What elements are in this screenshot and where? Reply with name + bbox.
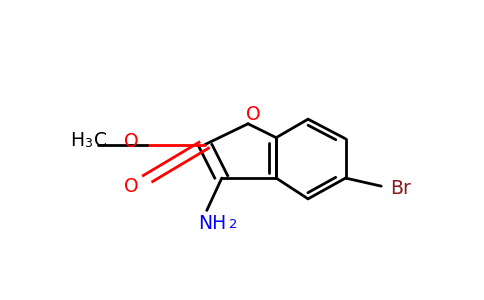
- Text: O: O: [124, 177, 138, 196]
- Text: H: H: [70, 131, 84, 150]
- Text: NH: NH: [198, 214, 227, 232]
- Text: O: O: [245, 105, 260, 124]
- Text: Br: Br: [390, 179, 411, 198]
- Text: 3: 3: [84, 137, 92, 150]
- Text: 2: 2: [229, 218, 237, 231]
- Text: C: C: [94, 131, 107, 150]
- Text: O: O: [124, 132, 138, 151]
